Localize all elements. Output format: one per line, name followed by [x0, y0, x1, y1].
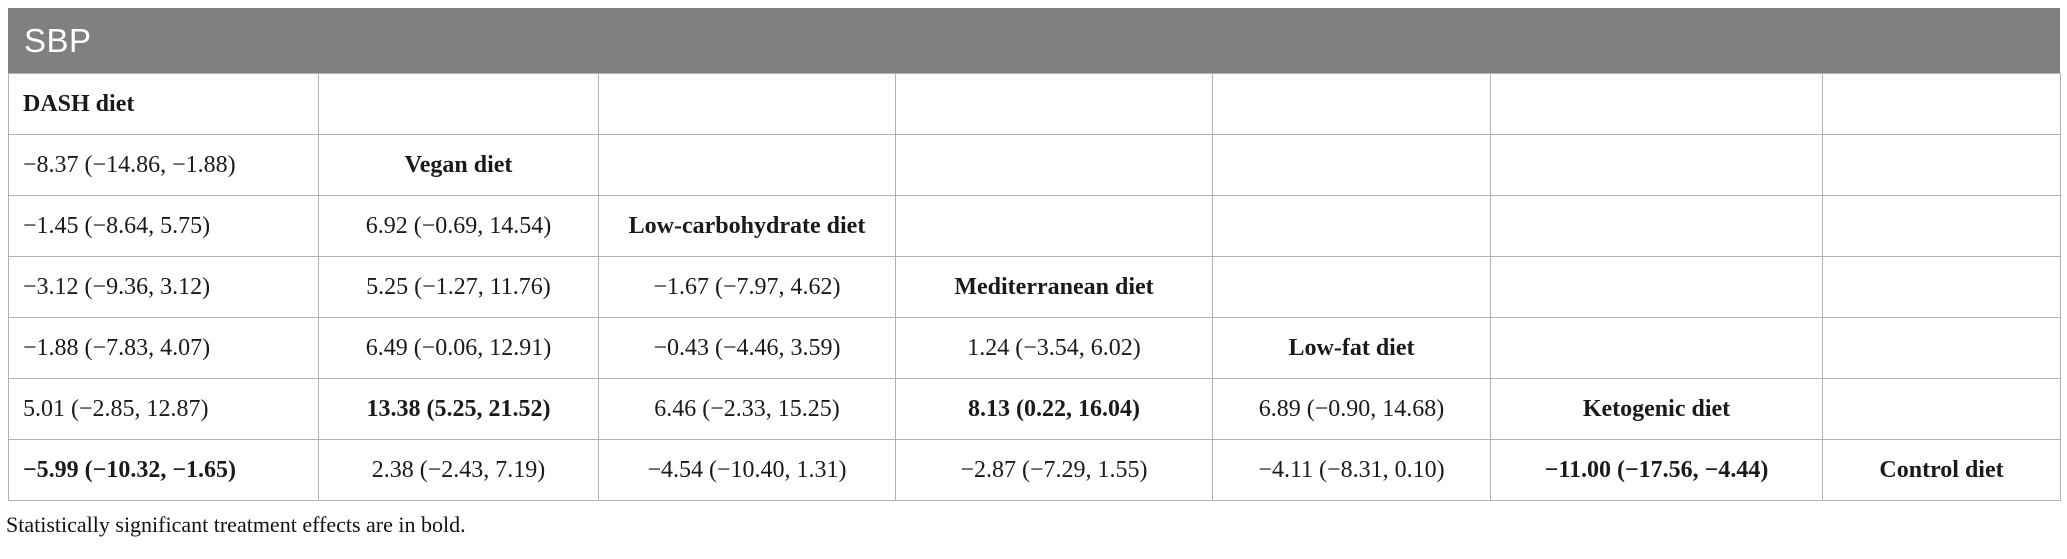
empty-cell	[895, 73, 1213, 135]
empty-cell	[1212, 73, 1491, 135]
diet-name-cell: Ketogenic diet	[1490, 378, 1823, 440]
estimate-cell: 5.25 (−1.27, 11.76)	[318, 256, 599, 318]
estimate-cell: 6.46 (−2.33, 15.25)	[598, 378, 896, 440]
estimate-cell: −3.12 (−9.36, 3.12)	[8, 256, 319, 318]
empty-cell	[1822, 134, 2061, 196]
table-header-bar: SBP	[8, 8, 2060, 73]
table-row: 5.01 (−2.85, 12.87) 13.38 (5.25, 21.52) 6.…	[8, 378, 2061, 440]
estimate-cell: 5.01 (−2.85, 12.87)	[8, 378, 319, 440]
diet-name-cell: Control diet	[1822, 439, 2061, 501]
empty-cell	[1490, 195, 1823, 257]
empty-cell	[1822, 73, 2061, 135]
empty-cell	[895, 195, 1213, 257]
empty-cell	[1490, 134, 1823, 196]
estimate-cell: 6.49 (−0.06, 12.91)	[318, 317, 599, 379]
diet-name-cell: Low-carbohydrate diet	[598, 195, 896, 257]
estimate-cell: −8.37 (−14.86, −1.88)	[8, 134, 319, 196]
empty-cell	[1212, 195, 1491, 257]
table-row: −5.99 (−10.32, −1.65) 2.38 (−2.43, 7.19) −…	[8, 439, 2061, 501]
table-row: −1.88 (−7.83, 4.07) 6.49 (−0.06, 12.91) −0…	[8, 317, 2061, 379]
estimate-cell: −11.00 (−17.56, −4.44)	[1490, 439, 1823, 501]
estimate-cell: −1.88 (−7.83, 4.07)	[8, 317, 319, 379]
estimate-cell: 8.13 (0.22, 16.04)	[895, 378, 1213, 440]
empty-cell	[318, 73, 599, 135]
diet-name-cell: Mediterranean diet	[895, 256, 1213, 318]
empty-cell	[1212, 134, 1491, 196]
empty-cell	[1822, 256, 2061, 318]
table-title: SBP	[24, 21, 92, 59]
estimate-cell: 6.92 (−0.69, 14.54)	[318, 195, 599, 257]
estimate-cell: −0.43 (−4.46, 3.59)	[598, 317, 896, 379]
estimate-cell: 2.38 (−2.43, 7.19)	[318, 439, 599, 501]
empty-cell	[598, 73, 896, 135]
empty-cell	[1822, 378, 2061, 440]
empty-cell	[1490, 73, 1823, 135]
empty-cell	[1490, 256, 1823, 318]
estimate-cell: −1.67 (−7.97, 4.62)	[598, 256, 896, 318]
estimate-cell: −1.45 (−8.64, 5.75)	[8, 195, 319, 257]
empty-cell	[598, 134, 896, 196]
estimate-cell: 1.24 (−3.54, 6.02)	[895, 317, 1213, 379]
table-footnote: Statistically significant treatment effe…	[6, 512, 466, 537]
estimate-cell: 13.38 (5.25, 21.52)	[318, 378, 599, 440]
empty-cell	[1212, 256, 1491, 318]
diet-name-cell: Vegan diet	[318, 134, 599, 196]
table-row: −1.45 (−8.64, 5.75) 6.92 (−0.69, 14.54) Lo…	[8, 195, 2061, 257]
estimate-cell: 6.89 (−0.90, 14.68)	[1212, 378, 1491, 440]
diet-name-cell: Low-fat diet	[1212, 317, 1491, 379]
empty-cell	[1822, 317, 2061, 379]
empty-cell	[1822, 195, 2061, 257]
empty-cell	[1490, 317, 1823, 379]
estimate-cell: −4.11 (−8.31, 0.10)	[1212, 439, 1491, 501]
league-table-body: DASH diet −8.37 (−14.86, −1.88) Vegan diet…	[8, 73, 2061, 501]
estimate-cell: −4.54 (−10.40, 1.31)	[598, 439, 896, 501]
estimate-cell: −5.99 (−10.32, −1.65)	[8, 439, 319, 501]
estimate-cell: −2.87 (−7.29, 1.55)	[895, 439, 1213, 501]
diet-name-cell: DASH diet	[8, 73, 319, 135]
table-row: −8.37 (−14.86, −1.88) Vegan diet	[8, 134, 2061, 196]
table-row: DASH diet	[8, 73, 2061, 135]
table-row: −3.12 (−9.36, 3.12) 5.25 (−1.27, 11.76) −1…	[8, 256, 2061, 318]
league-table: DASH diet −8.37 (−14.86, −1.88) Vegan diet…	[8, 73, 2061, 501]
empty-cell	[895, 134, 1213, 196]
